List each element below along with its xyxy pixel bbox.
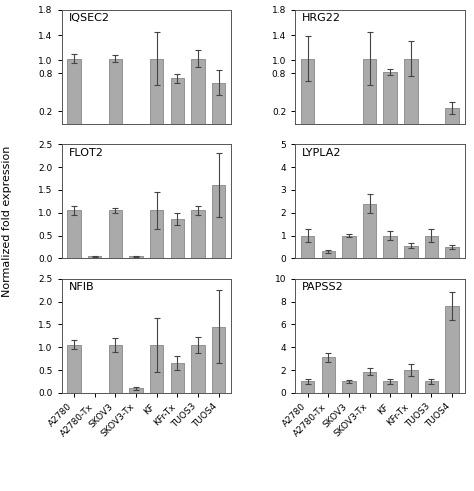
Bar — [88, 256, 101, 258]
Bar — [446, 247, 459, 258]
Bar — [109, 211, 122, 258]
Bar — [383, 236, 397, 258]
Bar — [363, 372, 376, 393]
Bar — [150, 345, 164, 393]
Bar — [212, 82, 225, 124]
Bar — [383, 72, 397, 124]
Bar — [446, 306, 459, 393]
Bar — [191, 211, 205, 258]
Bar — [191, 58, 205, 124]
Bar — [321, 251, 335, 258]
Bar — [109, 58, 122, 124]
Bar — [383, 382, 397, 393]
Bar — [212, 185, 225, 258]
Bar — [150, 211, 164, 258]
Bar — [425, 236, 438, 258]
Bar — [301, 382, 314, 393]
Bar — [67, 58, 81, 124]
Bar — [171, 363, 184, 393]
Bar — [363, 204, 376, 258]
Bar — [150, 58, 164, 124]
Bar — [404, 58, 418, 124]
Text: HRG22: HRG22 — [302, 13, 341, 23]
Bar — [404, 246, 418, 258]
Bar — [342, 236, 356, 258]
Bar — [404, 370, 418, 393]
Bar — [363, 58, 376, 124]
Bar — [129, 256, 143, 258]
Text: NFIB: NFIB — [68, 282, 94, 292]
Bar — [425, 382, 438, 393]
Bar — [67, 211, 81, 258]
Text: Normalized fold expression: Normalized fold expression — [2, 145, 12, 297]
Bar — [171, 78, 184, 124]
Bar — [446, 108, 459, 124]
Bar — [109, 345, 122, 393]
Text: IQSEC2: IQSEC2 — [68, 13, 109, 23]
Bar — [171, 218, 184, 258]
Text: PAPSS2: PAPSS2 — [302, 282, 344, 292]
Text: FLOT2: FLOT2 — [68, 148, 103, 158]
Bar — [67, 345, 81, 393]
Bar — [301, 58, 314, 124]
Text: LYPLA2: LYPLA2 — [302, 148, 341, 158]
Bar — [191, 345, 205, 393]
Bar — [129, 388, 143, 393]
Bar — [321, 357, 335, 393]
Bar — [301, 236, 314, 258]
Bar — [212, 327, 225, 393]
Bar — [342, 382, 356, 393]
